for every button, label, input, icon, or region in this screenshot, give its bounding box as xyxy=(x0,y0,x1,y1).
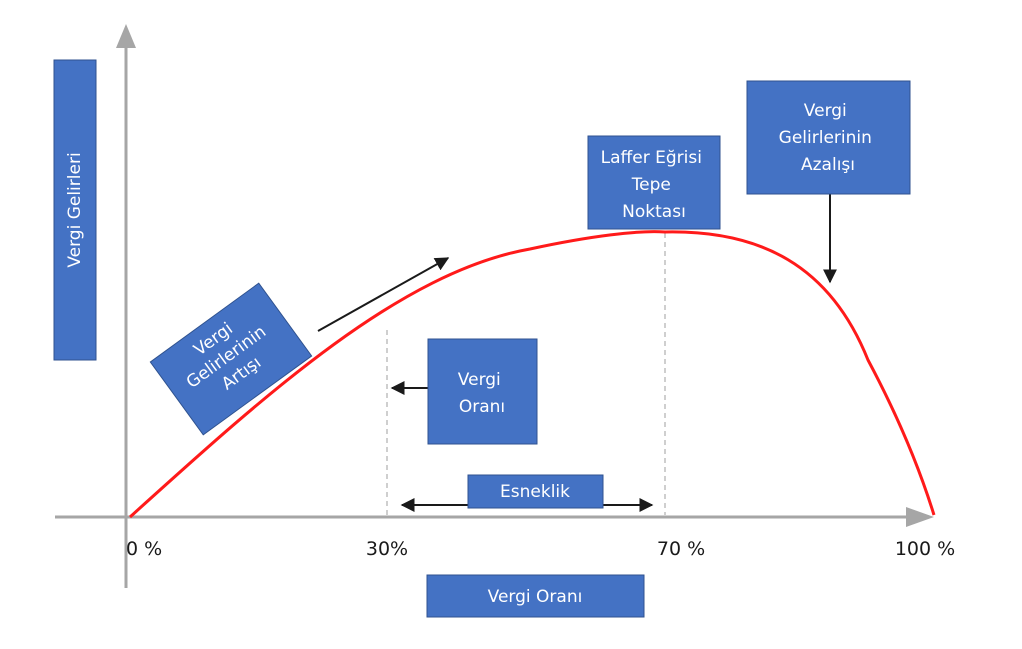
tick-label-30: 30% xyxy=(366,538,408,560)
peak-label-line-3: Noktası xyxy=(622,202,686,222)
decrease-label-box xyxy=(746,80,911,195)
decrease-label-line-2: Gelirlerinin xyxy=(779,128,872,148)
y-axis-label-box xyxy=(53,59,97,361)
peak-label-box xyxy=(587,135,721,230)
rate-label-box xyxy=(427,338,538,445)
x-axis-label-box xyxy=(426,574,645,618)
peak-label-line-1: Laffer Eğrisi xyxy=(601,148,702,168)
increase-label-box xyxy=(149,282,313,436)
y-axis-label: Vergi Gelirleri xyxy=(65,152,85,267)
peak-label: Laffer Eğrisi Tepe Noktası xyxy=(601,148,708,222)
peak-label-line-2: Tepe xyxy=(631,175,671,195)
y-axis-arrowhead xyxy=(116,24,136,48)
decrease-label-line-3: Azalışı xyxy=(801,155,855,175)
tick-label-100: 100 % xyxy=(895,538,955,560)
rate-label-line-1: Vergi xyxy=(458,370,501,390)
tick-label-0: 0 % xyxy=(126,538,162,560)
rate-label-line-2: Oranı xyxy=(459,397,505,417)
tick-label-70: 70 % xyxy=(657,538,705,560)
laffer-curve xyxy=(128,230,936,519)
x-axis-arrowhead xyxy=(906,507,934,527)
x-axis-label: Vergi Oranı xyxy=(488,587,583,607)
increase-arrow xyxy=(317,257,450,332)
decrease-label-line-1: Vergi xyxy=(804,101,847,121)
decrease-label: Vergi Gelirlerinin Azalışı xyxy=(779,101,878,175)
elasticity-label-box xyxy=(467,474,604,509)
rate-label: Vergi Oranı xyxy=(458,370,506,417)
elasticity-label: Esneklik xyxy=(500,482,570,502)
